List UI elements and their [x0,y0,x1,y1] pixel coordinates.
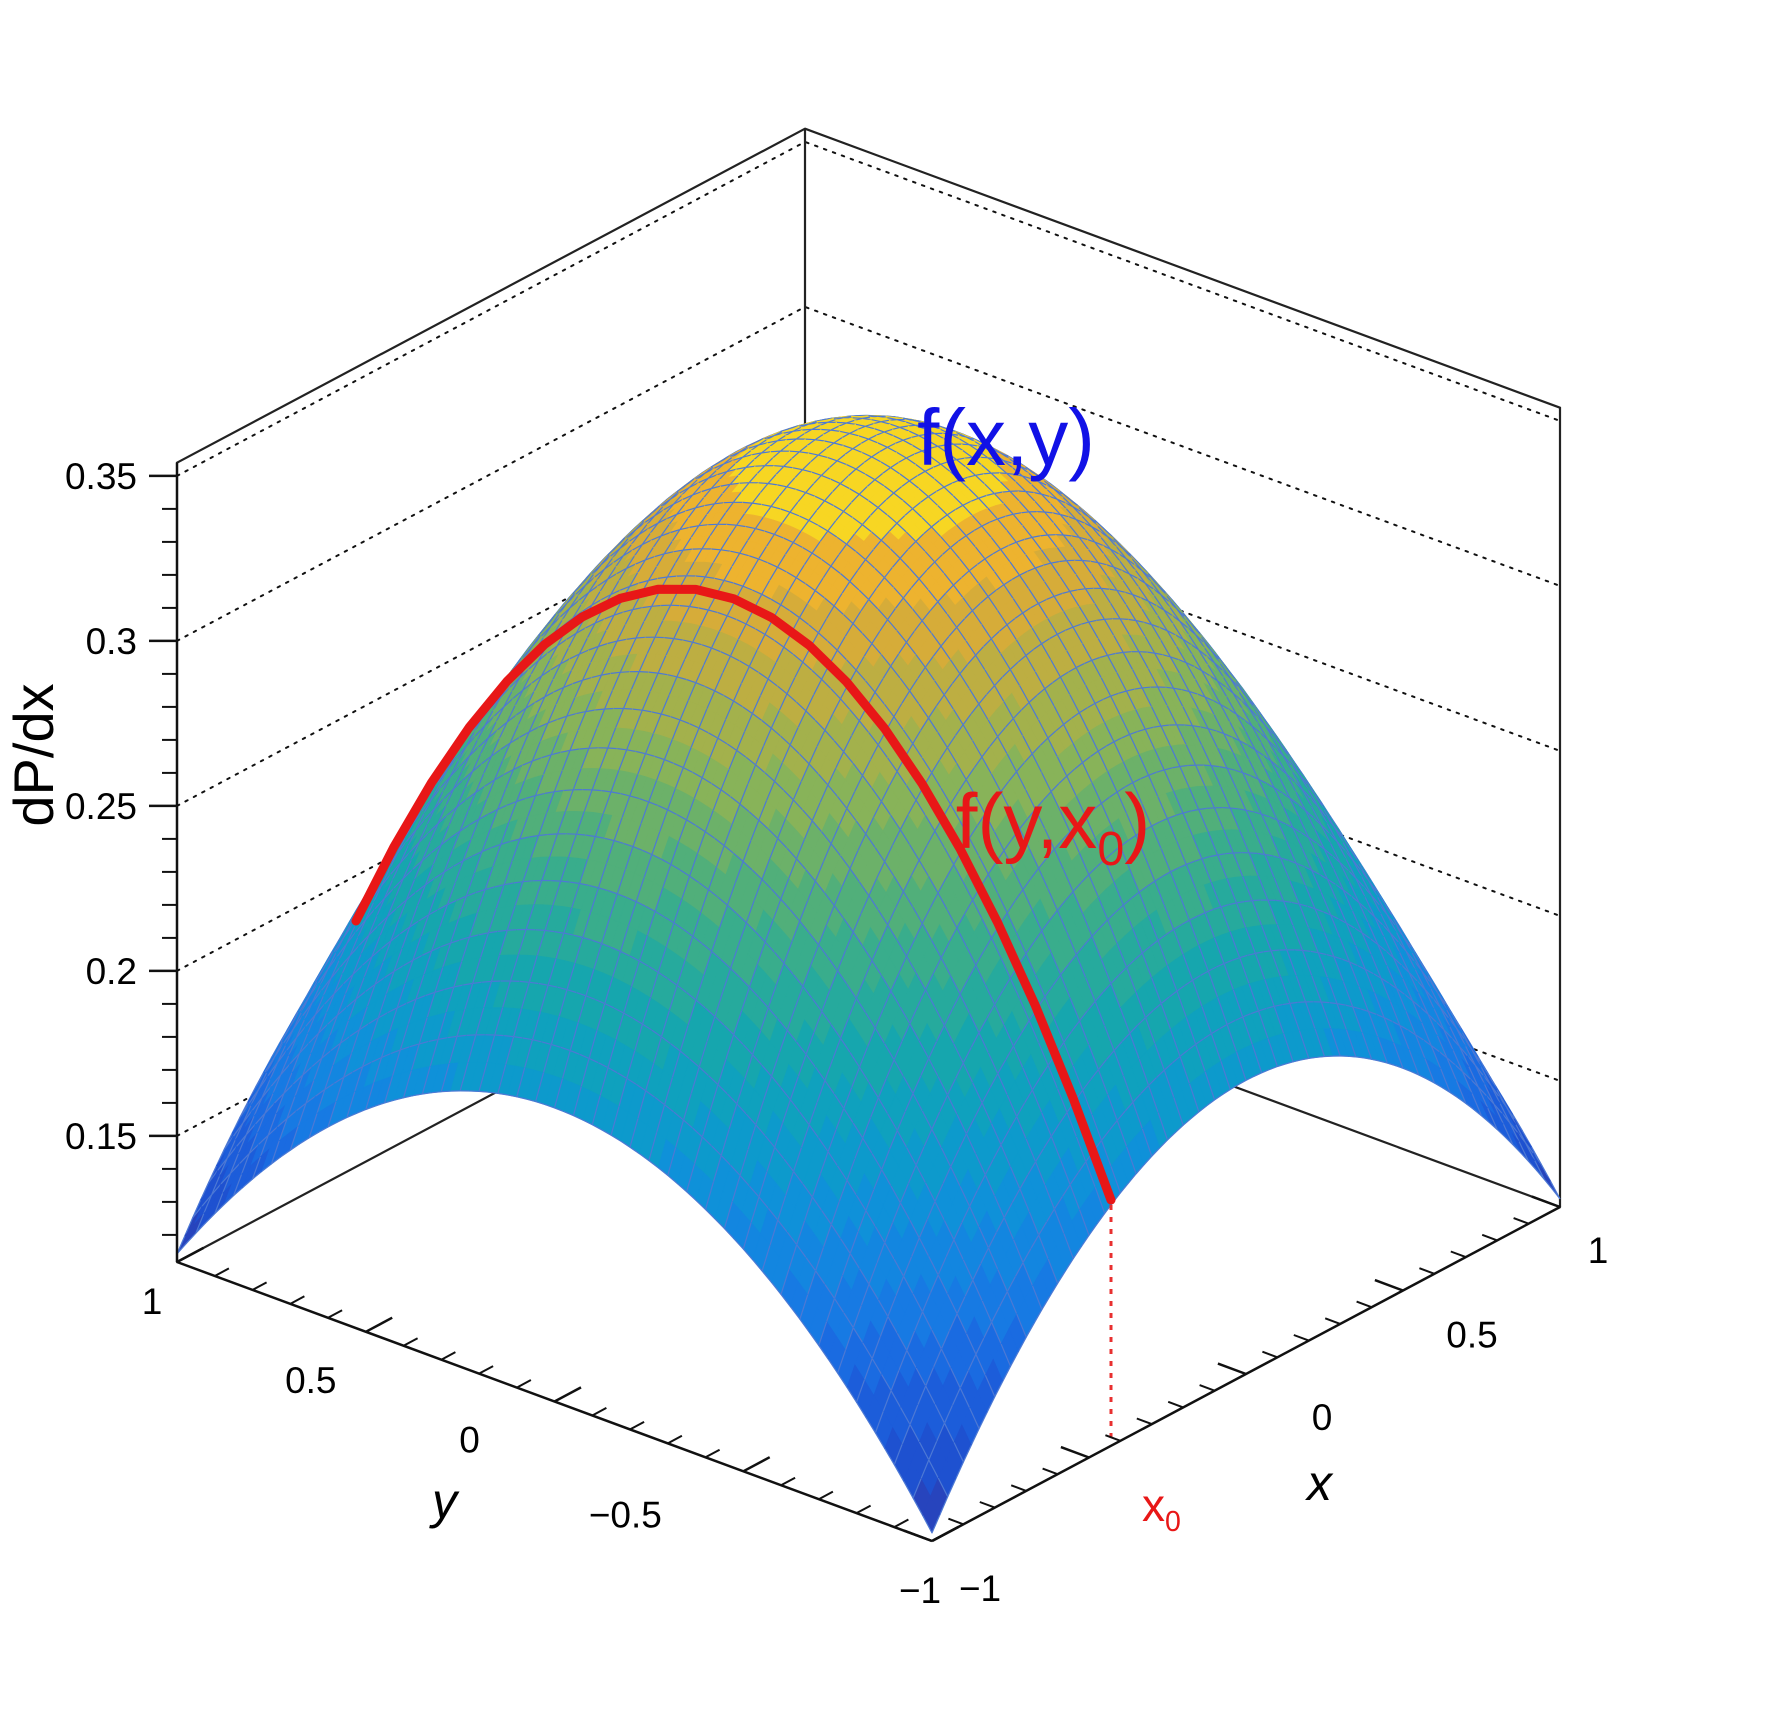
z-axis-title: dP/dx [2,683,65,827]
profile-annotation-close: ) [1124,777,1151,865]
profile-annotation-sub: 0 [1097,821,1125,876]
x-axis: −100.51 [903,1195,1608,1609]
x0-tick-label: x0 [1142,1482,1181,1536]
x0-tick-main: x [1142,1479,1165,1531]
y-axis: 10.50−0.5−1 [142,1246,960,1611]
x-axis-title: x [1307,1455,1332,1511]
profile-annotation: f(y,x0) [888,782,1218,873]
surface-mesh [176,414,1561,1534]
x0-tick-sub: 0 [1165,1505,1181,1538]
z-axis: 0.150.20.250.30.35 [65,456,179,1262]
surface-annotation: f(x,y) [917,393,1095,482]
y-axis-title: y [432,1473,457,1529]
profile-annotation-main: f(y,x [955,777,1098,865]
profile-curve [351,584,1116,1446]
